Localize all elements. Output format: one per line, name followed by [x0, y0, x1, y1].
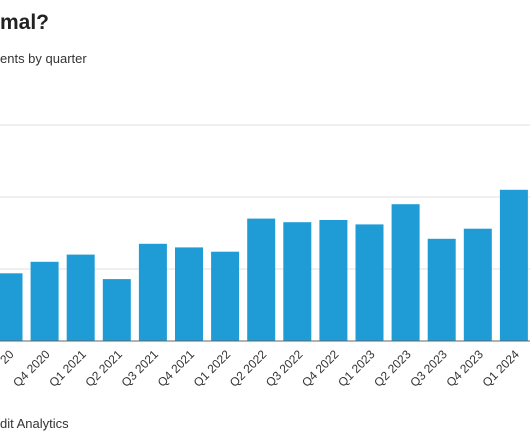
- bars: [0, 189, 528, 341]
- bar: [355, 224, 384, 341]
- x-tick-label: Q3 2021: [119, 347, 162, 390]
- bar: [319, 220, 348, 341]
- x-tick-label: Q1 2022: [191, 347, 234, 390]
- bar: [499, 189, 528, 341]
- x-tick-label: Q1 2024: [480, 347, 523, 390]
- bar: [138, 243, 167, 341]
- x-tick-label: Q3 2022: [263, 347, 306, 390]
- bar: [283, 222, 312, 341]
- x-tick-label: Q3 2023: [407, 347, 450, 390]
- bar: [391, 204, 420, 341]
- bar: [66, 254, 95, 341]
- x-tick-label: Q1 2023: [335, 347, 378, 390]
- bar: [427, 238, 456, 341]
- chart-subtitle: ents by quarter: [0, 51, 87, 66]
- x-tick-label: Q4 2021: [155, 347, 198, 390]
- x-tick-label: Q1 2021: [46, 347, 89, 390]
- bar: [102, 279, 131, 341]
- chart-title: mal?: [0, 11, 50, 34]
- bar: [463, 228, 492, 341]
- x-tick-label: Q2 2022: [227, 347, 270, 390]
- source-note: dit Analytics: [0, 416, 69, 431]
- bar: [247, 218, 276, 341]
- bar: [0, 273, 23, 341]
- bar: [30, 261, 59, 341]
- x-tick-label: 20: [0, 347, 17, 367]
- bar: [175, 247, 203, 341]
- bar: [211, 251, 240, 341]
- x-tick-label: Q4 2020: [10, 347, 53, 390]
- x-tick-label: Q4 2023: [443, 347, 486, 390]
- x-tick-label: Q4 2022: [299, 347, 342, 390]
- x-tick-label: Q2 2023: [371, 347, 414, 390]
- x-tick-label: Q2 2021: [82, 347, 125, 390]
